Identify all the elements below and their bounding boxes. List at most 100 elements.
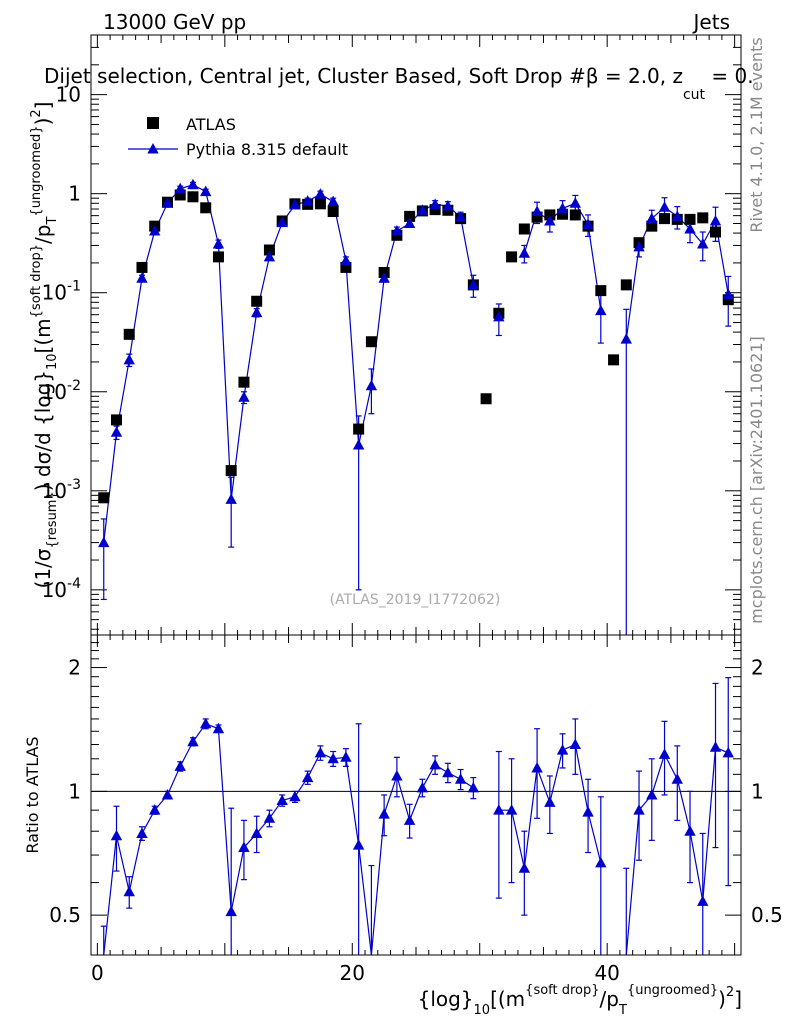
ratio-point: [187, 735, 199, 747]
atlas-data-point: [684, 213, 696, 225]
mc-point: [327, 195, 339, 207]
side-label-bottom: mcplots.cern.ch [arXiv:2401.10621]: [747, 336, 766, 624]
atlas-data-point: [200, 202, 212, 214]
svg-text:10-4: 10-4: [42, 576, 82, 602]
ratio-point: [518, 862, 531, 873]
x-axis-label: {log}10[(m{soft drop}/pT{ungroomed})2]: [418, 983, 742, 1018]
y-tick-label: 10: [56, 83, 81, 107]
ratio-point: [340, 751, 352, 762]
atlas-data-point: [620, 279, 632, 291]
ratio-y-tick-label: 0.5: [49, 903, 81, 927]
plot-title-tail: = 0.: [705, 64, 754, 88]
mc-point: [212, 238, 225, 249]
y-tick-label: 10-3: [42, 477, 81, 503]
mc-series-line: [103, 184, 474, 543]
mc-point: [161, 197, 174, 208]
mc-point: [697, 238, 709, 249]
ratio-point: [722, 746, 734, 758]
ratio-point: [556, 744, 569, 755]
mc-point: [416, 204, 429, 215]
mc-point: [531, 205, 543, 217]
atlas-data-point: [518, 223, 530, 235]
ratio-y-tick-label: 0.5: [751, 903, 783, 927]
mc-point: [340, 254, 352, 266]
mc-point: [238, 391, 250, 402]
ratio-point: [697, 895, 709, 906]
ratio-point: [544, 796, 556, 807]
ratio-y-tick-label: 1: [68, 779, 81, 803]
x-tick-label: 0: [91, 961, 104, 985]
atlas-data-point: [544, 209, 556, 221]
ratio-point: [263, 812, 276, 823]
mc-point: [569, 197, 582, 208]
atlas-data-point: [595, 285, 607, 297]
ratio-point: [391, 769, 403, 781]
plot-title-sub: cut: [683, 87, 706, 103]
ratio-point: [671, 773, 683, 784]
mc-point: [671, 210, 683, 221]
ratio-line: [103, 723, 474, 956]
ratio-point: [212, 722, 225, 734]
y-tick-label: 10-1: [42, 279, 81, 305]
y-axis-label-ratio: Ratio to ATLAS: [23, 736, 42, 853]
ratio-point: [429, 758, 441, 770]
mc-point: [110, 426, 123, 437]
atlas-data-point: [429, 204, 441, 216]
ratio-point: [646, 788, 658, 800]
atlas-data-point: [174, 189, 186, 201]
legend: ATLAS Pythia 8.315 default: [128, 115, 348, 159]
mc-point: [595, 304, 607, 316]
mc-point: [493, 310, 505, 322]
atlas-data-point: [480, 393, 492, 405]
atlas-data-point: [697, 212, 709, 224]
mc-point: [187, 178, 199, 190]
ratio-point: [442, 766, 454, 778]
atlas-data-point: [136, 261, 148, 273]
mc-point: [403, 217, 416, 228]
mc-point: [646, 212, 658, 224]
atlas-data-point: [531, 211, 543, 223]
atlas-data-point: [212, 251, 224, 263]
ratio-point: [276, 794, 288, 806]
ratio-point: [403, 814, 416, 825]
ratio-panel: 0 20 40 0.5 0.5 1 1 2 2: [49, 634, 783, 985]
ratio-point: [161, 788, 174, 800]
mc-point: [658, 201, 671, 212]
ratio-point: [658, 748, 671, 759]
svg-text:(1/σ{resum}) dσ/d {log}10[(m{s: (1/σ{resum}) dσ/d {log}10[(m{soft drop}/…: [29, 102, 60, 589]
mc-point: [518, 247, 531, 258]
mc-point: [136, 272, 148, 283]
main-panel: 10-4 10-3 10-2 10-1 1 10: [42, 34, 742, 955]
ratio-point: [531, 761, 543, 773]
ratio-point: [136, 827, 148, 838]
y-axis-label-main: (1/σ{resum}) dσ/d {log}10[(m{soft drop}/…: [29, 102, 60, 589]
ratio-point: [454, 773, 467, 784]
mc-point: [98, 536, 110, 548]
ratio-point: [416, 781, 429, 793]
mc-point: [722, 288, 734, 299]
ratio-point: [505, 804, 518, 815]
atlas-data-point: [327, 206, 339, 218]
atlas-data-point: [608, 354, 620, 366]
atlas-data-point: [110, 414, 122, 426]
ratio-point: [110, 829, 123, 841]
ratio-point: [225, 905, 237, 917]
legend-mc-label: Pythia 8.315 default: [186, 140, 348, 159]
svg-text:Dijet selection, Central jet,: Dijet selection, Central jet, Cluster Ba…: [44, 64, 754, 103]
mc-point: [442, 200, 454, 211]
ratio-y-tick-label: 2: [68, 656, 81, 680]
ratio-point: [123, 885, 135, 897]
svg-text:10-3: 10-3: [42, 477, 81, 503]
mc-point: [289, 198, 301, 210]
atlas-data-point: [187, 191, 199, 203]
y-tick-label: 10-2: [42, 378, 81, 404]
svg-text:1: 1: [68, 182, 81, 206]
mc-point: [544, 214, 556, 226]
y-tick-label: 10-4: [42, 576, 82, 602]
y-tick-label: 1: [68, 182, 81, 206]
atlas-data-point: [98, 492, 110, 504]
ratio-point: [493, 804, 505, 815]
svg-text:{log}10[(m{soft drop}/pT{ungro: {log}10[(m{soft drop}/pT{ungroomed})2]: [418, 983, 742, 1018]
mc-point: [391, 224, 403, 236]
